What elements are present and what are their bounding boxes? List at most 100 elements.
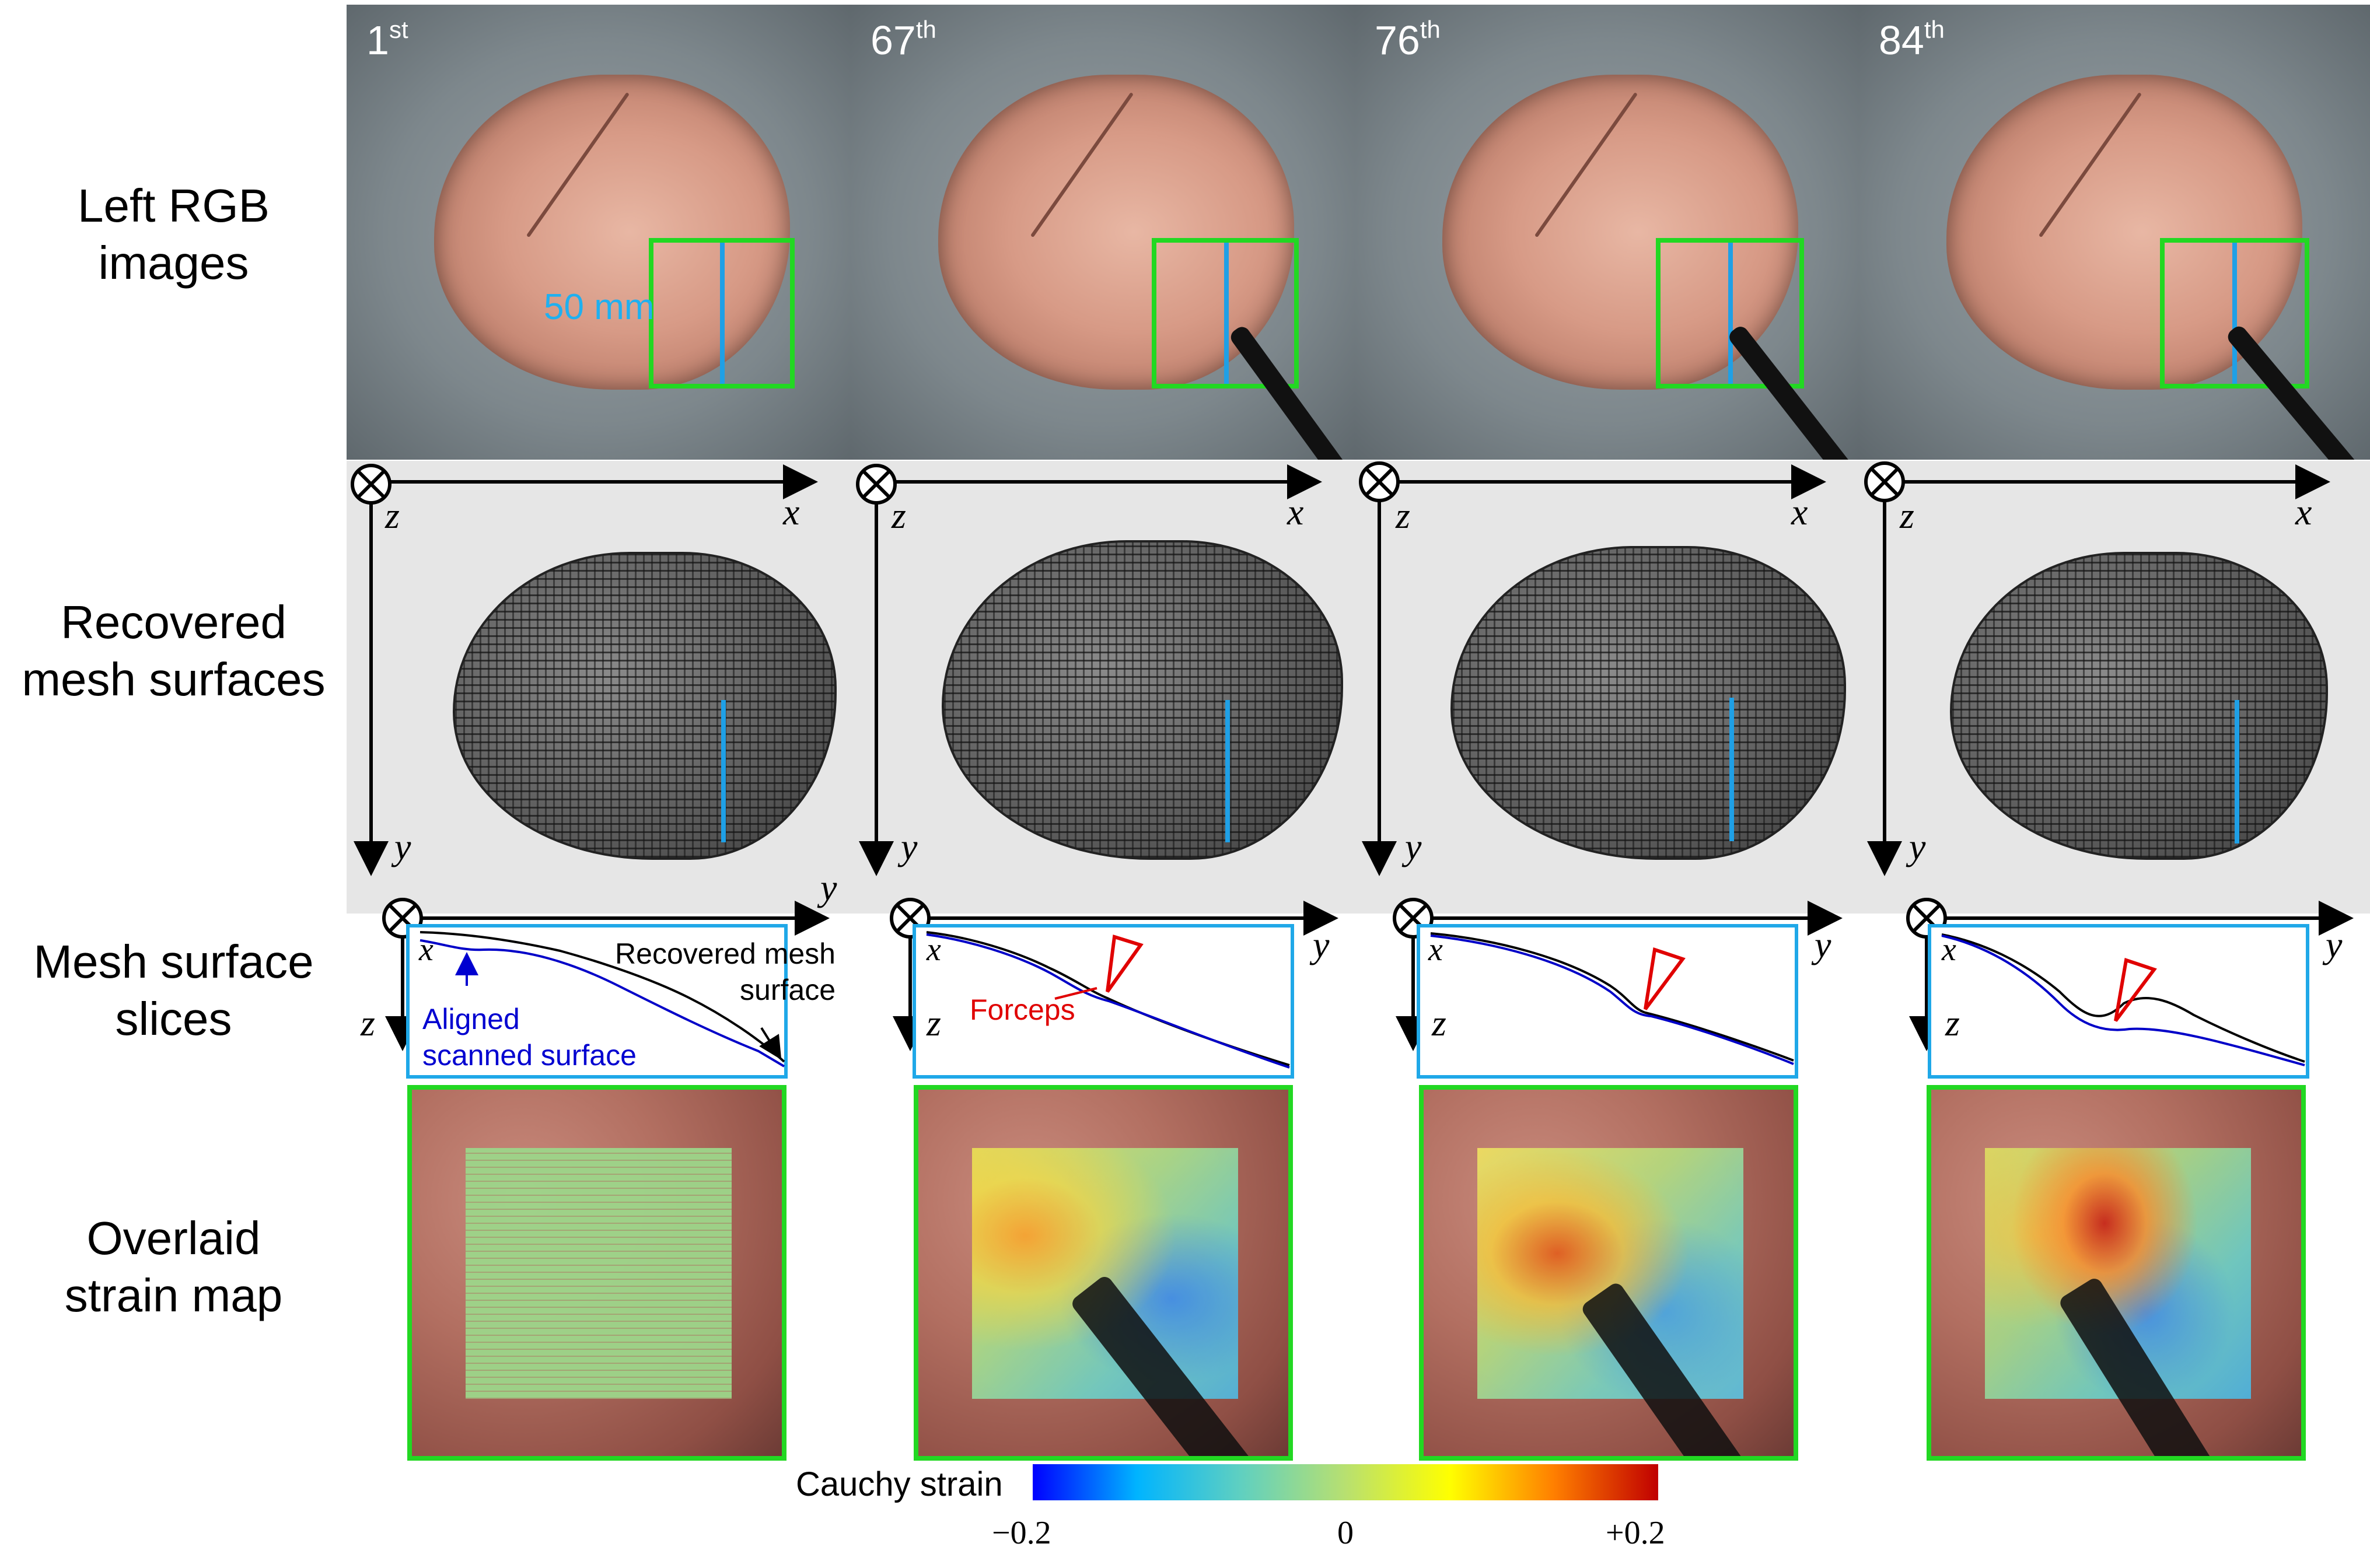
forceps-tip-marker: [1106, 935, 1144, 993]
strain-overlay: [466, 1148, 732, 1399]
axis-label-y: y: [1313, 924, 1330, 965]
axis-label-y: y: [1909, 826, 1926, 867]
forceps-annotation-arrow: [1054, 987, 1097, 1000]
slice-curves-frame-67: [926, 931, 1290, 1069]
frame-number-1-text: 1: [366, 18, 389, 63]
axis-label-z: z: [927, 1002, 941, 1044]
roi-box: [649, 238, 795, 388]
scan-line: [2235, 700, 2239, 844]
roi-box: [2160, 238, 2309, 388]
row-label-rgb: Left RGB images: [0, 177, 347, 292]
rgb-image-frame-84: 84th: [1859, 5, 2370, 460]
recovered-surface-curve: [420, 931, 785, 1063]
rgb-image-frame-1: 1st 50 mm: [347, 5, 851, 460]
rgb-image-frame-67: 67th: [851, 5, 1355, 460]
row-label-slices-text: Mesh surface slices: [33, 936, 314, 1045]
recovered-annotation-arrow: [759, 1027, 782, 1060]
x-axis-cross-b: [1912, 904, 1941, 933]
slice-box-frame-1: [406, 924, 788, 1079]
aligned-surface-curve: [1941, 935, 2305, 1066]
axis-label-y: y: [1815, 924, 1831, 965]
recovered-surface-label-line2: surface: [740, 974, 836, 1006]
frame-number-67: 67th: [871, 18, 936, 63]
frame-number-67-suffix: th: [915, 16, 936, 43]
scan-line: [721, 700, 726, 842]
axis-label-z: z: [1945, 1002, 1960, 1044]
frame-number-67-text: 67: [871, 18, 916, 63]
colorbar-mid-label: 0: [1337, 1515, 1354, 1551]
axis-label-x: x: [1942, 932, 1956, 968]
mesh-surface: [944, 542, 1341, 858]
aligned-surface-label: Aligned scanned surface: [422, 1001, 637, 1073]
scan-line: [2232, 243, 2237, 384]
mesh-axes-frame-1: [351, 464, 818, 876]
axis-label-z: z: [892, 495, 906, 536]
axis-label-y: y: [901, 826, 918, 867]
recovered-surface-curve: [1941, 933, 2305, 1063]
scale-label: 50 mm: [544, 287, 655, 327]
strain-map-frame-67: [914, 1085, 1293, 1461]
axis-label-z: z: [361, 1002, 375, 1044]
slice-box-frame-76: [1417, 924, 1798, 1079]
x-axis-cross-b: [388, 904, 417, 933]
scan-line: [1224, 243, 1229, 384]
x-axis-cross-b: [896, 904, 925, 933]
colorbar-gradient: [1033, 1464, 1658, 1500]
recovered-surface-label: Recovered mesh surface: [590, 936, 836, 1008]
mesh-surface: [1952, 554, 2326, 858]
z-axis-cross-b: [356, 470, 386, 499]
axis-label-x: x: [927, 932, 941, 968]
axis-label-x: x: [1791, 491, 1808, 533]
strain-overlay: [972, 1148, 1238, 1399]
axis-label-x: x: [2295, 491, 2312, 533]
strain-map-frame-1: [407, 1085, 786, 1461]
frame-number-76-text: 76: [1375, 18, 1420, 63]
frame-number-1-suffix: st: [389, 16, 408, 43]
axis-label-x: x: [1287, 491, 1304, 533]
x-axis-cross-b: [1399, 904, 1428, 933]
colorbar-min-label: −0.2: [992, 1515, 1051, 1551]
axis-label-y: y: [2326, 924, 2343, 965]
forceps-label: Forceps: [970, 993, 1075, 1026]
mesh-axes-frame-76: [1359, 461, 1826, 876]
mesh-axes-frame-67: [856, 464, 1322, 876]
axis-label-z: z: [385, 495, 400, 536]
frame-number-84: 84th: [1879, 18, 1945, 63]
row-label-mesh-text: Recovered mesh surfaces: [22, 596, 326, 705]
aligned-surface-curve: [926, 933, 1290, 1069]
axis-label-z: z: [1900, 495, 1914, 536]
axis-label-x: x: [783, 491, 800, 533]
frame-number-1: 1st: [366, 18, 408, 63]
mesh-surface: [455, 554, 834, 858]
mesh-panel-frame-1: [347, 461, 851, 914]
z-axis-cross-b: [862, 470, 891, 499]
slice-curves-frame-84: [1941, 933, 2305, 1066]
recovered-surface-curve: [1430, 932, 1794, 1062]
aligned-surface-curve: [1430, 935, 1794, 1065]
slice-axes-frame-84: [1906, 898, 2354, 1051]
strain-overlay: [1477, 1148, 1743, 1399]
row-label-rgb-text: Left RGB images: [77, 180, 270, 289]
scan-line: [720, 243, 725, 384]
scan-line: [1728, 243, 1733, 384]
forceps-tip-marker: [1644, 947, 1686, 1010]
forceps-tip-marker: [2114, 958, 2157, 1022]
strain-map-frame-84: [1927, 1085, 2306, 1461]
mesh-panel-frame-67: [851, 461, 1355, 914]
frame-number-76-suffix: th: [1420, 16, 1441, 43]
roi-box: [1656, 238, 1804, 388]
recovered-surface-label-line1: Recovered mesh: [615, 937, 836, 970]
slice-curves-frame-76: [1430, 932, 1794, 1065]
mesh-axes-frame-84: [1864, 461, 2330, 876]
colorbar-title: Cauchy strain: [796, 1465, 1003, 1503]
z-axis-cross-b: [1870, 467, 1899, 496]
slice-curves-frame-1: [420, 931, 785, 1068]
mesh-surface: [1453, 548, 1844, 858]
axis-label-x: x: [419, 932, 434, 968]
frame-number-84-text: 84: [1879, 18, 1924, 63]
axis-label-z: z: [1432, 1002, 1446, 1044]
rgb-image-frame-76: 76th: [1355, 5, 1859, 460]
frame-number-76: 76th: [1375, 18, 1441, 63]
colorbar-max-label: +0.2: [1606, 1515, 1665, 1551]
